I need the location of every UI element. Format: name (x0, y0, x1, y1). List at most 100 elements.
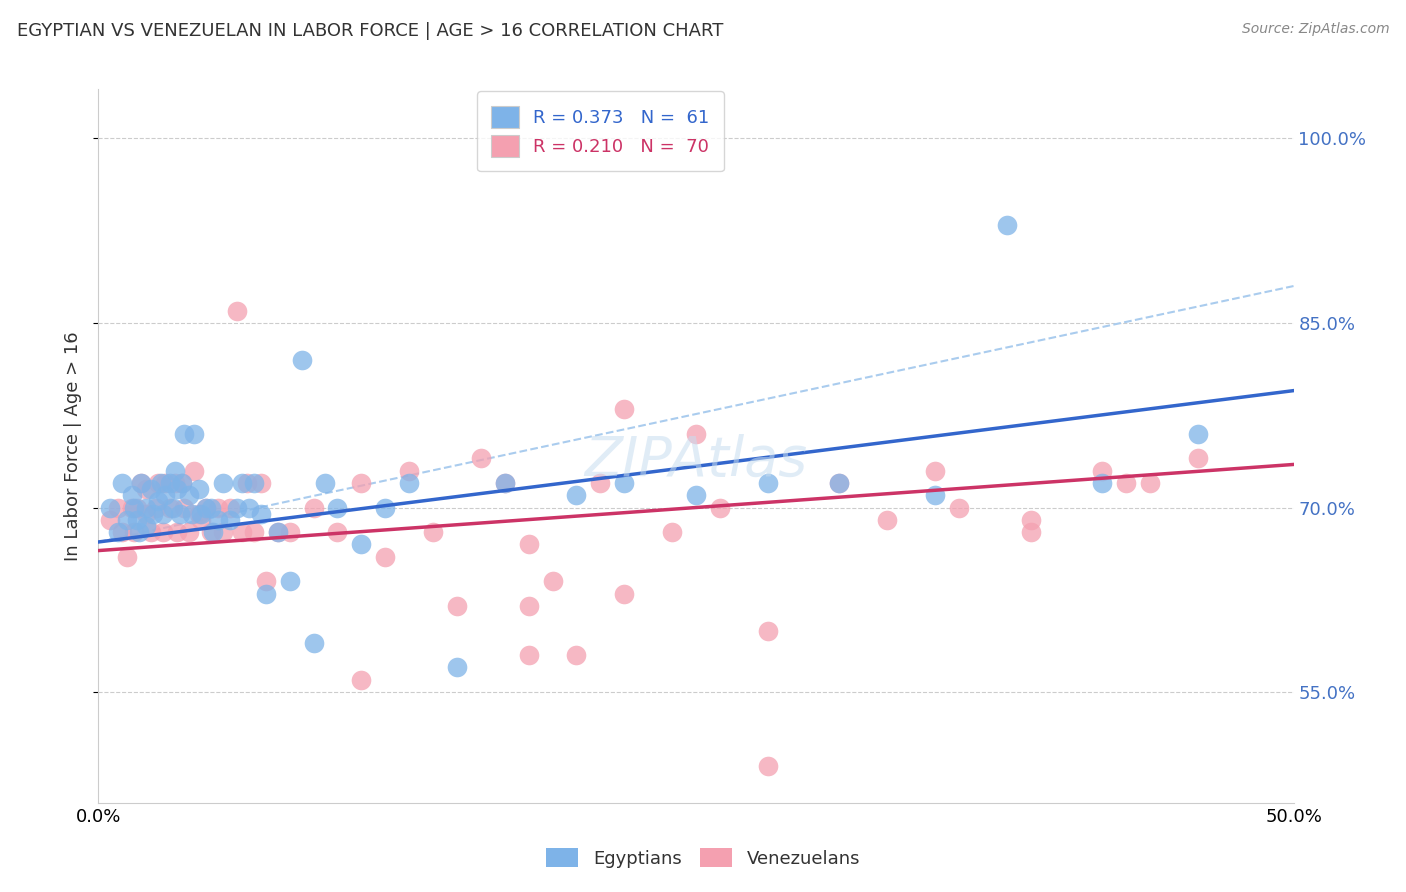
Point (613, 475, 636, 490)
Point (183, 464, 205, 478)
Point (446, 660, 468, 674)
Point (374, 549, 396, 564)
Point (166, 482, 188, 496)
Point (207, 500, 229, 515)
Point (142, 507, 165, 521)
Point (494, 475, 516, 490)
Point (254, 574, 277, 589)
Point (756, 475, 779, 490)
Point (924, 488, 946, 502)
Point (1091, 475, 1114, 490)
Point (139, 482, 162, 496)
Point (254, 587, 277, 601)
Point (179, 488, 201, 502)
Point (398, 475, 420, 490)
Point (115, 549, 138, 564)
Point (315, 475, 337, 490)
Point (374, 500, 396, 515)
Point (250, 507, 273, 521)
Point (291, 352, 314, 367)
Point (231, 475, 253, 490)
Point (226, 500, 249, 515)
Point (202, 525, 225, 540)
Point (613, 587, 636, 601)
Point (238, 500, 260, 515)
Point (326, 525, 349, 540)
Point (128, 525, 150, 540)
Point (149, 475, 172, 490)
Point (278, 574, 301, 589)
Point (187, 482, 209, 496)
Point (211, 525, 233, 540)
Point (135, 500, 157, 515)
Text: Source: ZipAtlas.com: Source: ZipAtlas.com (1241, 22, 1389, 37)
Point (135, 519, 157, 533)
Point (1139, 475, 1161, 490)
Point (756, 759, 779, 773)
Point (326, 500, 349, 515)
Point (180, 507, 202, 521)
Point (231, 525, 253, 540)
Point (179, 525, 201, 540)
Point (169, 507, 191, 521)
Point (1019, 513, 1042, 527)
Y-axis label: In Labor Force | Age > 16: In Labor Force | Age > 16 (65, 331, 83, 561)
Point (200, 525, 222, 540)
Point (1187, 426, 1209, 441)
Point (139, 525, 162, 540)
Point (302, 500, 325, 515)
Point (190, 507, 212, 521)
Point (1115, 475, 1137, 490)
Point (172, 475, 194, 490)
Point (235, 475, 257, 490)
Point (422, 525, 444, 540)
Legend: Egyptians, Venezuelans: Egyptians, Venezuelans (536, 838, 870, 879)
Point (135, 482, 157, 496)
Point (211, 475, 233, 490)
Point (98, 513, 122, 527)
Point (187, 507, 209, 521)
Point (661, 525, 683, 540)
Point (125, 500, 148, 515)
Point (155, 475, 177, 490)
Point (207, 513, 229, 527)
Point (243, 475, 266, 490)
Point (589, 475, 612, 490)
Point (1091, 464, 1114, 478)
Point (162, 500, 184, 515)
Point (517, 648, 540, 662)
Point (398, 464, 420, 478)
Point (121, 488, 143, 502)
Point (267, 525, 290, 540)
Point (152, 525, 174, 540)
Point (1019, 525, 1042, 540)
Point (828, 475, 851, 490)
Point (226, 303, 249, 318)
Point (195, 500, 218, 515)
Point (159, 475, 181, 490)
Legend: R = 0.373   N =  61, R = 0.210   N =  70: R = 0.373 N = 61, R = 0.210 N = 70 (477, 91, 724, 171)
Point (828, 475, 851, 490)
Point (145, 500, 167, 515)
Point (107, 525, 129, 540)
Point (148, 475, 170, 490)
Point (517, 537, 540, 551)
Point (131, 475, 153, 490)
Point (135, 507, 157, 521)
Point (243, 525, 266, 540)
Point (302, 636, 325, 650)
Point (541, 574, 564, 589)
Point (613, 402, 636, 417)
Point (152, 507, 174, 521)
Point (709, 500, 731, 515)
Point (163, 475, 186, 490)
Point (494, 475, 516, 490)
Point (219, 513, 242, 527)
Point (111, 475, 134, 490)
Point (121, 500, 143, 515)
Point (124, 500, 146, 515)
Point (172, 475, 194, 490)
Point (219, 500, 242, 515)
Point (685, 488, 707, 502)
Point (1187, 451, 1209, 466)
